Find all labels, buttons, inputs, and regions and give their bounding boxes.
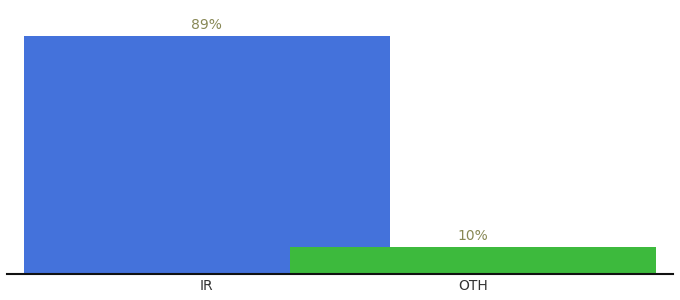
Bar xyxy=(24,36,390,274)
Text: 89%: 89% xyxy=(191,18,222,32)
Text: 10%: 10% xyxy=(458,230,489,244)
Bar xyxy=(290,248,656,274)
